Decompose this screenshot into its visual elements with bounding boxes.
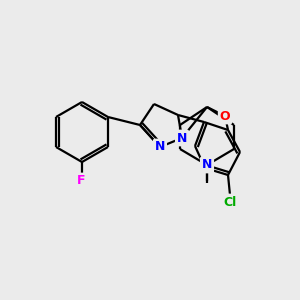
Text: N: N <box>155 140 165 154</box>
Text: F: F <box>77 175 85 188</box>
Text: O: O <box>220 110 230 122</box>
Text: N: N <box>202 158 212 172</box>
Text: N: N <box>177 131 187 145</box>
Text: Cl: Cl <box>224 196 237 208</box>
